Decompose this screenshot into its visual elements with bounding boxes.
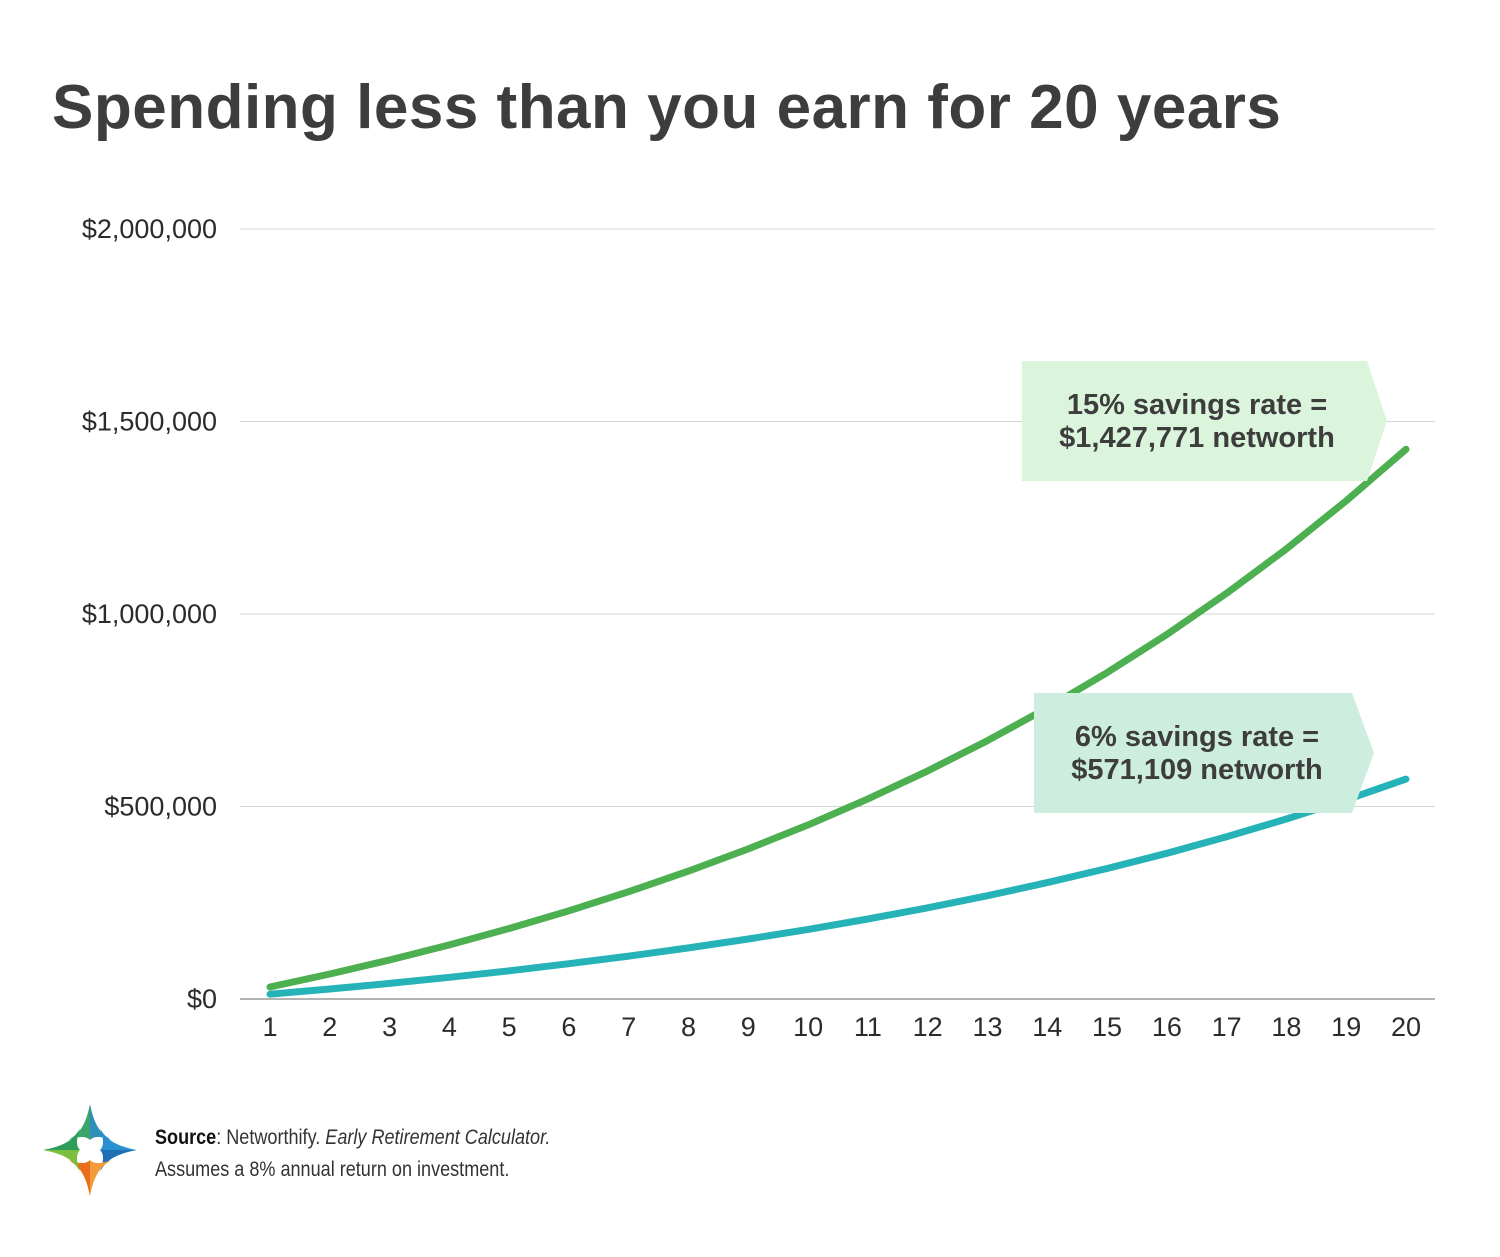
x-tick-label: 9 [741,1012,756,1042]
y-tick-label: $500,000 [104,792,217,822]
networthify-logo-icon [40,1100,140,1205]
x-tick-label: 10 [793,1012,823,1042]
source-footer: Source: Networthify. Early Retirement Ca… [155,1122,550,1186]
y-tick-label: $2,000,000 [82,214,217,244]
line-chart: $0 $500,000 $1,000,000 $1,500,000 $2,000,000… [82,214,1435,1042]
callout-line-1: 15% savings rate = [1067,389,1327,421]
x-tick-label: 11 [854,1012,882,1042]
x-tick-label: 13 [972,1012,1002,1042]
y-tick-label: $1,500,000 [82,407,217,437]
callouts: 15% savings rate =$1,427,771 networth 6% … [1022,361,1387,813]
series-lines [266,445,1410,998]
callout-15pct: 15% savings rate =$1,427,771 networth [1022,361,1387,481]
chart-title: Spending less than you earn for 20 years [52,73,1282,142]
callout-line-1: 6% savings rate = [1075,721,1319,753]
y-tick-label: $1,000,000 [82,599,217,629]
x-tick-label: 8 [681,1012,696,1042]
callout-box [1034,693,1374,813]
x-tick-label: 14 [1032,1012,1062,1042]
y-axis-ticks: $0 $500,000 $1,000,000 $1,500,000 $2,000,000 [82,214,217,1014]
x-tick-label: 12 [913,1012,943,1042]
x-axis-ticks: 1 2 3 4 5 6 7 8 9 10 11 12 13 14 15 16 17 18 19 20 [262,1012,1421,1042]
x-tick-label: 16 [1152,1012,1182,1042]
x-tick-label: 15 [1092,1012,1122,1042]
x-tick-label: 6 [561,1012,576,1042]
source-label: Source [155,1126,217,1149]
series-line-6pct [266,775,1410,998]
callout-6pct: 6% savings rate =$571,109 networth [1034,693,1374,813]
x-tick-label: 17 [1212,1012,1242,1042]
x-tick-label: 1 [262,1012,277,1042]
x-tick-label: 20 [1391,1012,1421,1042]
assumption-note: Assumes a 8% annual return on investment… [155,1158,510,1181]
x-tick-label: 3 [382,1012,397,1042]
callout-line-2: $1,427,771 networth [1059,422,1335,454]
x-tick-label: 2 [322,1012,337,1042]
grid-lines [240,228,1435,1000]
callout-box [1022,361,1387,481]
y-tick-label: $0 [187,984,217,1014]
x-tick-label: 19 [1331,1012,1361,1042]
x-tick-label: 18 [1271,1012,1301,1042]
source-name: : Networthify. [216,1126,326,1149]
x-tick-label: 4 [442,1012,457,1042]
x-tick-label: 7 [621,1012,636,1042]
x-tick-label: 5 [502,1012,517,1042]
source-line: Source: Networthify. Early Retirement Ca… [155,1122,550,1154]
series-line-15pct [266,445,1410,991]
callout-line-2: $571,109 networth [1071,754,1322,786]
source-title: Early Retirement Calculator. [325,1126,551,1149]
